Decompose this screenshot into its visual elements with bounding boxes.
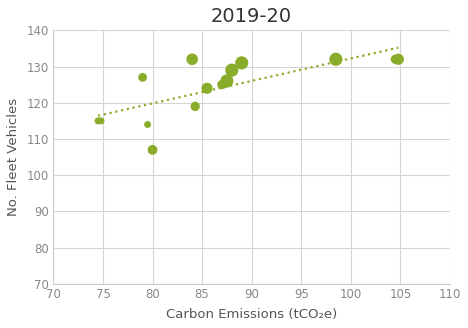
X-axis label: Carbon Emissions (tCO₂e): Carbon Emissions (tCO₂e) xyxy=(166,308,337,321)
Point xyxy=(238,60,246,66)
Title: 2019-20: 2019-20 xyxy=(211,7,292,26)
Point xyxy=(228,68,235,73)
Point xyxy=(191,104,199,109)
Point xyxy=(97,118,105,124)
Point xyxy=(203,86,211,91)
Point xyxy=(223,78,231,84)
Point xyxy=(139,75,146,80)
Point xyxy=(392,57,399,62)
Point xyxy=(395,57,402,62)
Point xyxy=(218,82,226,87)
Y-axis label: No. Fleet Vehicles: No. Fleet Vehicles xyxy=(7,98,20,216)
Point xyxy=(144,122,151,127)
Point xyxy=(332,57,340,62)
Point xyxy=(149,147,156,153)
Point xyxy=(94,118,102,124)
Point xyxy=(189,57,196,62)
